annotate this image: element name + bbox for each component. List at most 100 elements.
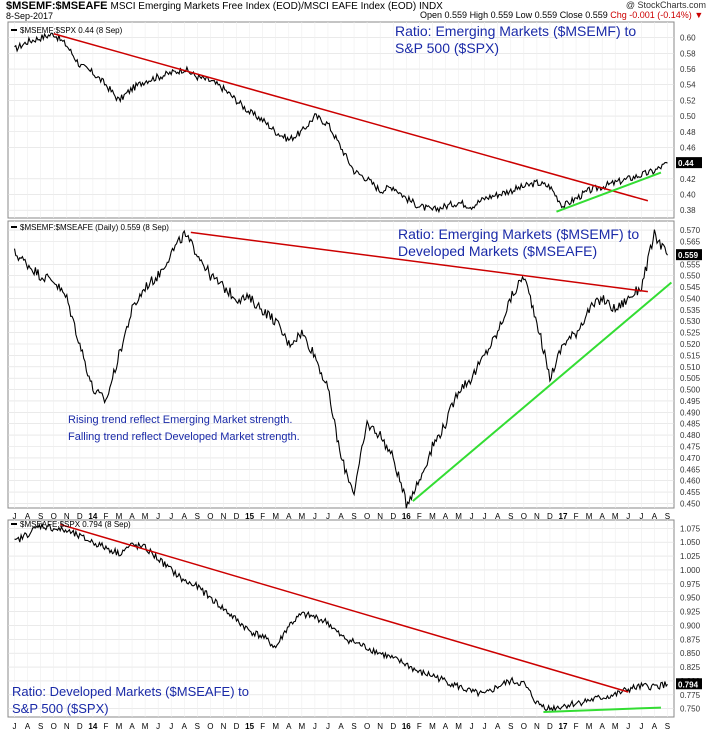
x-tick-label: J	[470, 512, 474, 521]
x-tick-label: J	[326, 512, 330, 521]
x-tick-label: J	[156, 512, 160, 521]
x-tick-label: A	[338, 512, 344, 521]
series-legend: $MSEAFE:$SPX 0.794 (8 Sep)	[20, 520, 131, 529]
series-legend: $MSEMF:$MSEAFE (Daily) 0.559 (8 Sep)	[20, 223, 169, 232]
y-tick-label: 0.570	[680, 226, 701, 235]
x-tick-label: S	[195, 722, 200, 731]
quote-high: High 0.559	[469, 10, 514, 20]
chart-title-symbol: $MSEMF:$MSEAFE	[6, 0, 108, 12]
uptrend-line	[412, 281, 673, 502]
y-tick-label: 0.515	[680, 351, 701, 360]
y-tick-label: 0.925	[680, 608, 701, 617]
x-tick-label: A	[600, 512, 606, 521]
price-line	[14, 522, 668, 713]
x-tick-label: S	[665, 512, 670, 521]
x-tick-label: M	[612, 722, 619, 731]
y-tick-label: 0.48	[680, 128, 696, 137]
x-tick-label: S	[351, 512, 356, 521]
x-tick-label: M	[429, 722, 436, 731]
price-line	[14, 32, 668, 214]
x-tick-label: J	[313, 722, 317, 731]
last-value-label: 0.794	[678, 680, 699, 689]
ratio-annotation: S&P 500 ($SPX)	[395, 40, 499, 56]
x-tick-label: J	[470, 722, 474, 731]
x-tick-label: D	[547, 722, 553, 731]
x-tick-label: J	[313, 512, 317, 521]
x-tick-label: O	[521, 512, 527, 521]
y-tick-label: 0.550	[680, 272, 701, 281]
x-tick-label: M	[298, 722, 305, 731]
x-tick-label: D	[390, 722, 396, 731]
last-value-label: 0.559	[678, 251, 699, 260]
y-tick-label: 0.775	[680, 691, 701, 700]
y-tick-label: 0.500	[680, 386, 701, 395]
trend-note: Rising trend reflect Emerging Market str…	[68, 414, 292, 426]
x-tick-label: 15	[245, 722, 254, 731]
ratio-annotation: Ratio: Emerging Markets ($MSEMF) to	[395, 23, 636, 39]
x-tick-label: F	[103, 512, 108, 521]
y-tick-label: 0.60	[680, 34, 696, 43]
y-tick-label: 0.825	[680, 663, 701, 672]
y-tick-label: 0.42	[680, 175, 696, 184]
x-tick-label: N	[221, 722, 227, 731]
y-tick-label: 0.475	[680, 443, 701, 452]
uptrend-line	[556, 171, 662, 213]
x-tick-label: M	[272, 722, 279, 731]
y-tick-label: 1.050	[680, 538, 701, 547]
x-tick-label: D	[77, 722, 83, 731]
y-tick-label: 0.530	[680, 317, 701, 326]
x-tick-label: F	[260, 512, 265, 521]
x-tick-label: D	[77, 512, 83, 521]
quote-open: Open 0.559	[420, 10, 468, 20]
x-tick-label: D	[234, 512, 240, 521]
x-tick-label: A	[495, 512, 501, 521]
last-value-tag	[676, 249, 702, 261]
y-tick-label: 0.555	[680, 260, 701, 269]
y-tick-label: 0.470	[680, 454, 701, 463]
x-tick-label: J	[169, 722, 173, 731]
y-tick-label: 0.495	[680, 397, 701, 406]
x-tick-label: A	[129, 722, 135, 731]
y-tick-label: 0.450	[680, 499, 701, 508]
x-tick-label: F	[103, 722, 108, 731]
price-line	[13, 229, 668, 509]
quote-low: Low 0.559	[515, 10, 558, 20]
x-tick-label: 15	[245, 512, 254, 521]
last-value-label: 0.44	[678, 159, 694, 168]
y-tick-label: 0.975	[680, 580, 701, 589]
x-tick-label: M	[455, 722, 462, 731]
down-arrow-icon: ▼	[694, 10, 704, 20]
ratio-annotation: Developed Markets ($MSEAFE)	[398, 243, 597, 259]
y-tick-label: 0.875	[680, 635, 701, 644]
x-tick-label: J	[13, 512, 17, 521]
y-tick-label: 0.485	[680, 420, 701, 429]
y-tick-label: 0.38	[680, 206, 696, 215]
x-tick-label: O	[521, 722, 527, 731]
y-tick-label: 0.510	[680, 363, 701, 372]
downtrend-line	[190, 231, 648, 293]
x-tick-label: A	[443, 512, 449, 521]
chart-title-description: MSCI Emerging Markets Free Index (EOD)/M…	[110, 1, 443, 12]
y-tick-label: 0.540	[680, 294, 701, 303]
y-tick-label: 0.46	[680, 143, 696, 152]
x-tick-label: F	[574, 512, 579, 521]
x-tick-label: D	[234, 722, 240, 731]
x-tick-label: A	[286, 512, 292, 521]
x-tick-label: 17	[559, 512, 568, 521]
x-tick-label: J	[483, 512, 487, 521]
x-tick-label: M	[429, 512, 436, 521]
x-tick-label: A	[286, 722, 292, 731]
quote-bar: Open 0.559 High 0.559 Low 0.559 Close 0.…	[420, 10, 703, 20]
x-tick-label: N	[64, 722, 70, 731]
x-tick-label: M	[116, 512, 123, 521]
x-tick-label: M	[586, 512, 593, 521]
x-tick-label: N	[221, 512, 227, 521]
x-tick-label: O	[364, 512, 370, 521]
x-tick-label: A	[25, 722, 31, 731]
y-tick-label: 0.545	[680, 283, 701, 292]
x-tick-label: D	[547, 512, 553, 521]
x-tick-label: M	[272, 512, 279, 521]
legend-swatch	[11, 29, 17, 31]
x-tick-label: A	[182, 722, 188, 731]
